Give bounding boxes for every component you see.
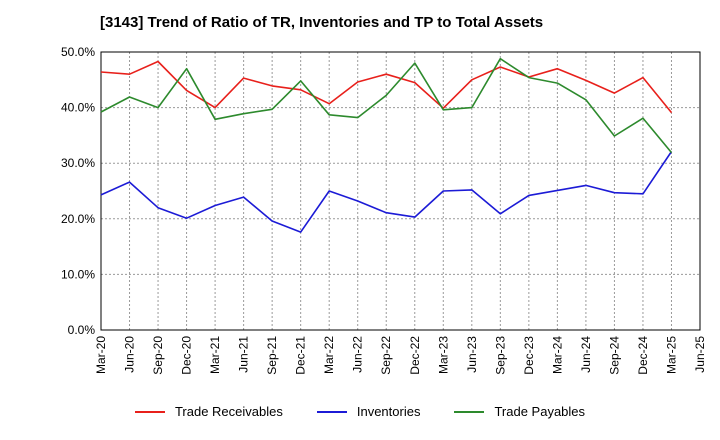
y-tick-label: 50.0% bbox=[61, 45, 95, 59]
chart-legend: Trade Receivables Inventories Trade Payabl… bbox=[0, 404, 720, 419]
legend-label: Trade Receivables bbox=[174, 404, 283, 419]
x-tick-label: Jun-23 bbox=[465, 336, 479, 373]
x-tick-label: Mar-22 bbox=[322, 336, 336, 374]
series-line-trade-receivables bbox=[100, 60, 673, 114]
x-tick-label: Dec-24 bbox=[636, 336, 650, 375]
y-tick-label: 30.0% bbox=[61, 156, 95, 170]
x-tick-label: Dec-23 bbox=[522, 336, 536, 375]
x-tick-label: Dec-22 bbox=[408, 336, 422, 375]
legend-swatch bbox=[316, 410, 347, 413]
chart-title: [3143] Trend of Ratio of TR, Inventories… bbox=[100, 14, 544, 31]
x-tick-label: Dec-21 bbox=[294, 336, 308, 375]
legend-label: Trade Payables bbox=[494, 404, 586, 419]
x-tick-label: Mar-20 bbox=[94, 336, 108, 374]
x-tick-label: Jun-20 bbox=[123, 336, 137, 373]
plot-frame bbox=[100, 51, 701, 331]
x-tick-label: Dec-20 bbox=[180, 336, 194, 375]
x-tick-label: Jun-25 bbox=[693, 336, 707, 373]
x-tick-label: Sep-24 bbox=[607, 336, 621, 375]
x-tick-label: Sep-21 bbox=[265, 336, 279, 375]
x-tick-label: Mar-24 bbox=[550, 336, 564, 374]
x-tick-label: Sep-20 bbox=[151, 336, 165, 375]
legend-label: Inventories bbox=[356, 404, 421, 419]
series-line-trade-payables bbox=[100, 57, 673, 154]
x-tick-label: Jun-24 bbox=[579, 336, 593, 373]
y-tick-label: 40.0% bbox=[61, 101, 95, 115]
legend-item: Inventories bbox=[316, 404, 421, 419]
x-tick-label: Jun-21 bbox=[237, 336, 251, 373]
legend-item: Trade Payables bbox=[454, 404, 585, 419]
series-line-inventories bbox=[100, 151, 673, 233]
y-tick-label: 0.0% bbox=[68, 323, 96, 337]
x-tick-label: Sep-23 bbox=[493, 336, 507, 375]
legend-item: Trade Receivables bbox=[134, 404, 283, 419]
legend-swatch bbox=[454, 410, 485, 413]
x-tick-label: Sep-22 bbox=[379, 336, 393, 375]
y-tick-label: 20.0% bbox=[61, 212, 95, 226]
x-tick-label: Jun-22 bbox=[351, 336, 365, 373]
y-tick-label: 10.0% bbox=[61, 267, 95, 281]
legend-swatch bbox=[134, 410, 165, 413]
x-tick-label: Mar-23 bbox=[436, 336, 450, 374]
x-tick-label: Mar-21 bbox=[208, 336, 222, 374]
x-tick-label: Mar-25 bbox=[664, 336, 678, 374]
